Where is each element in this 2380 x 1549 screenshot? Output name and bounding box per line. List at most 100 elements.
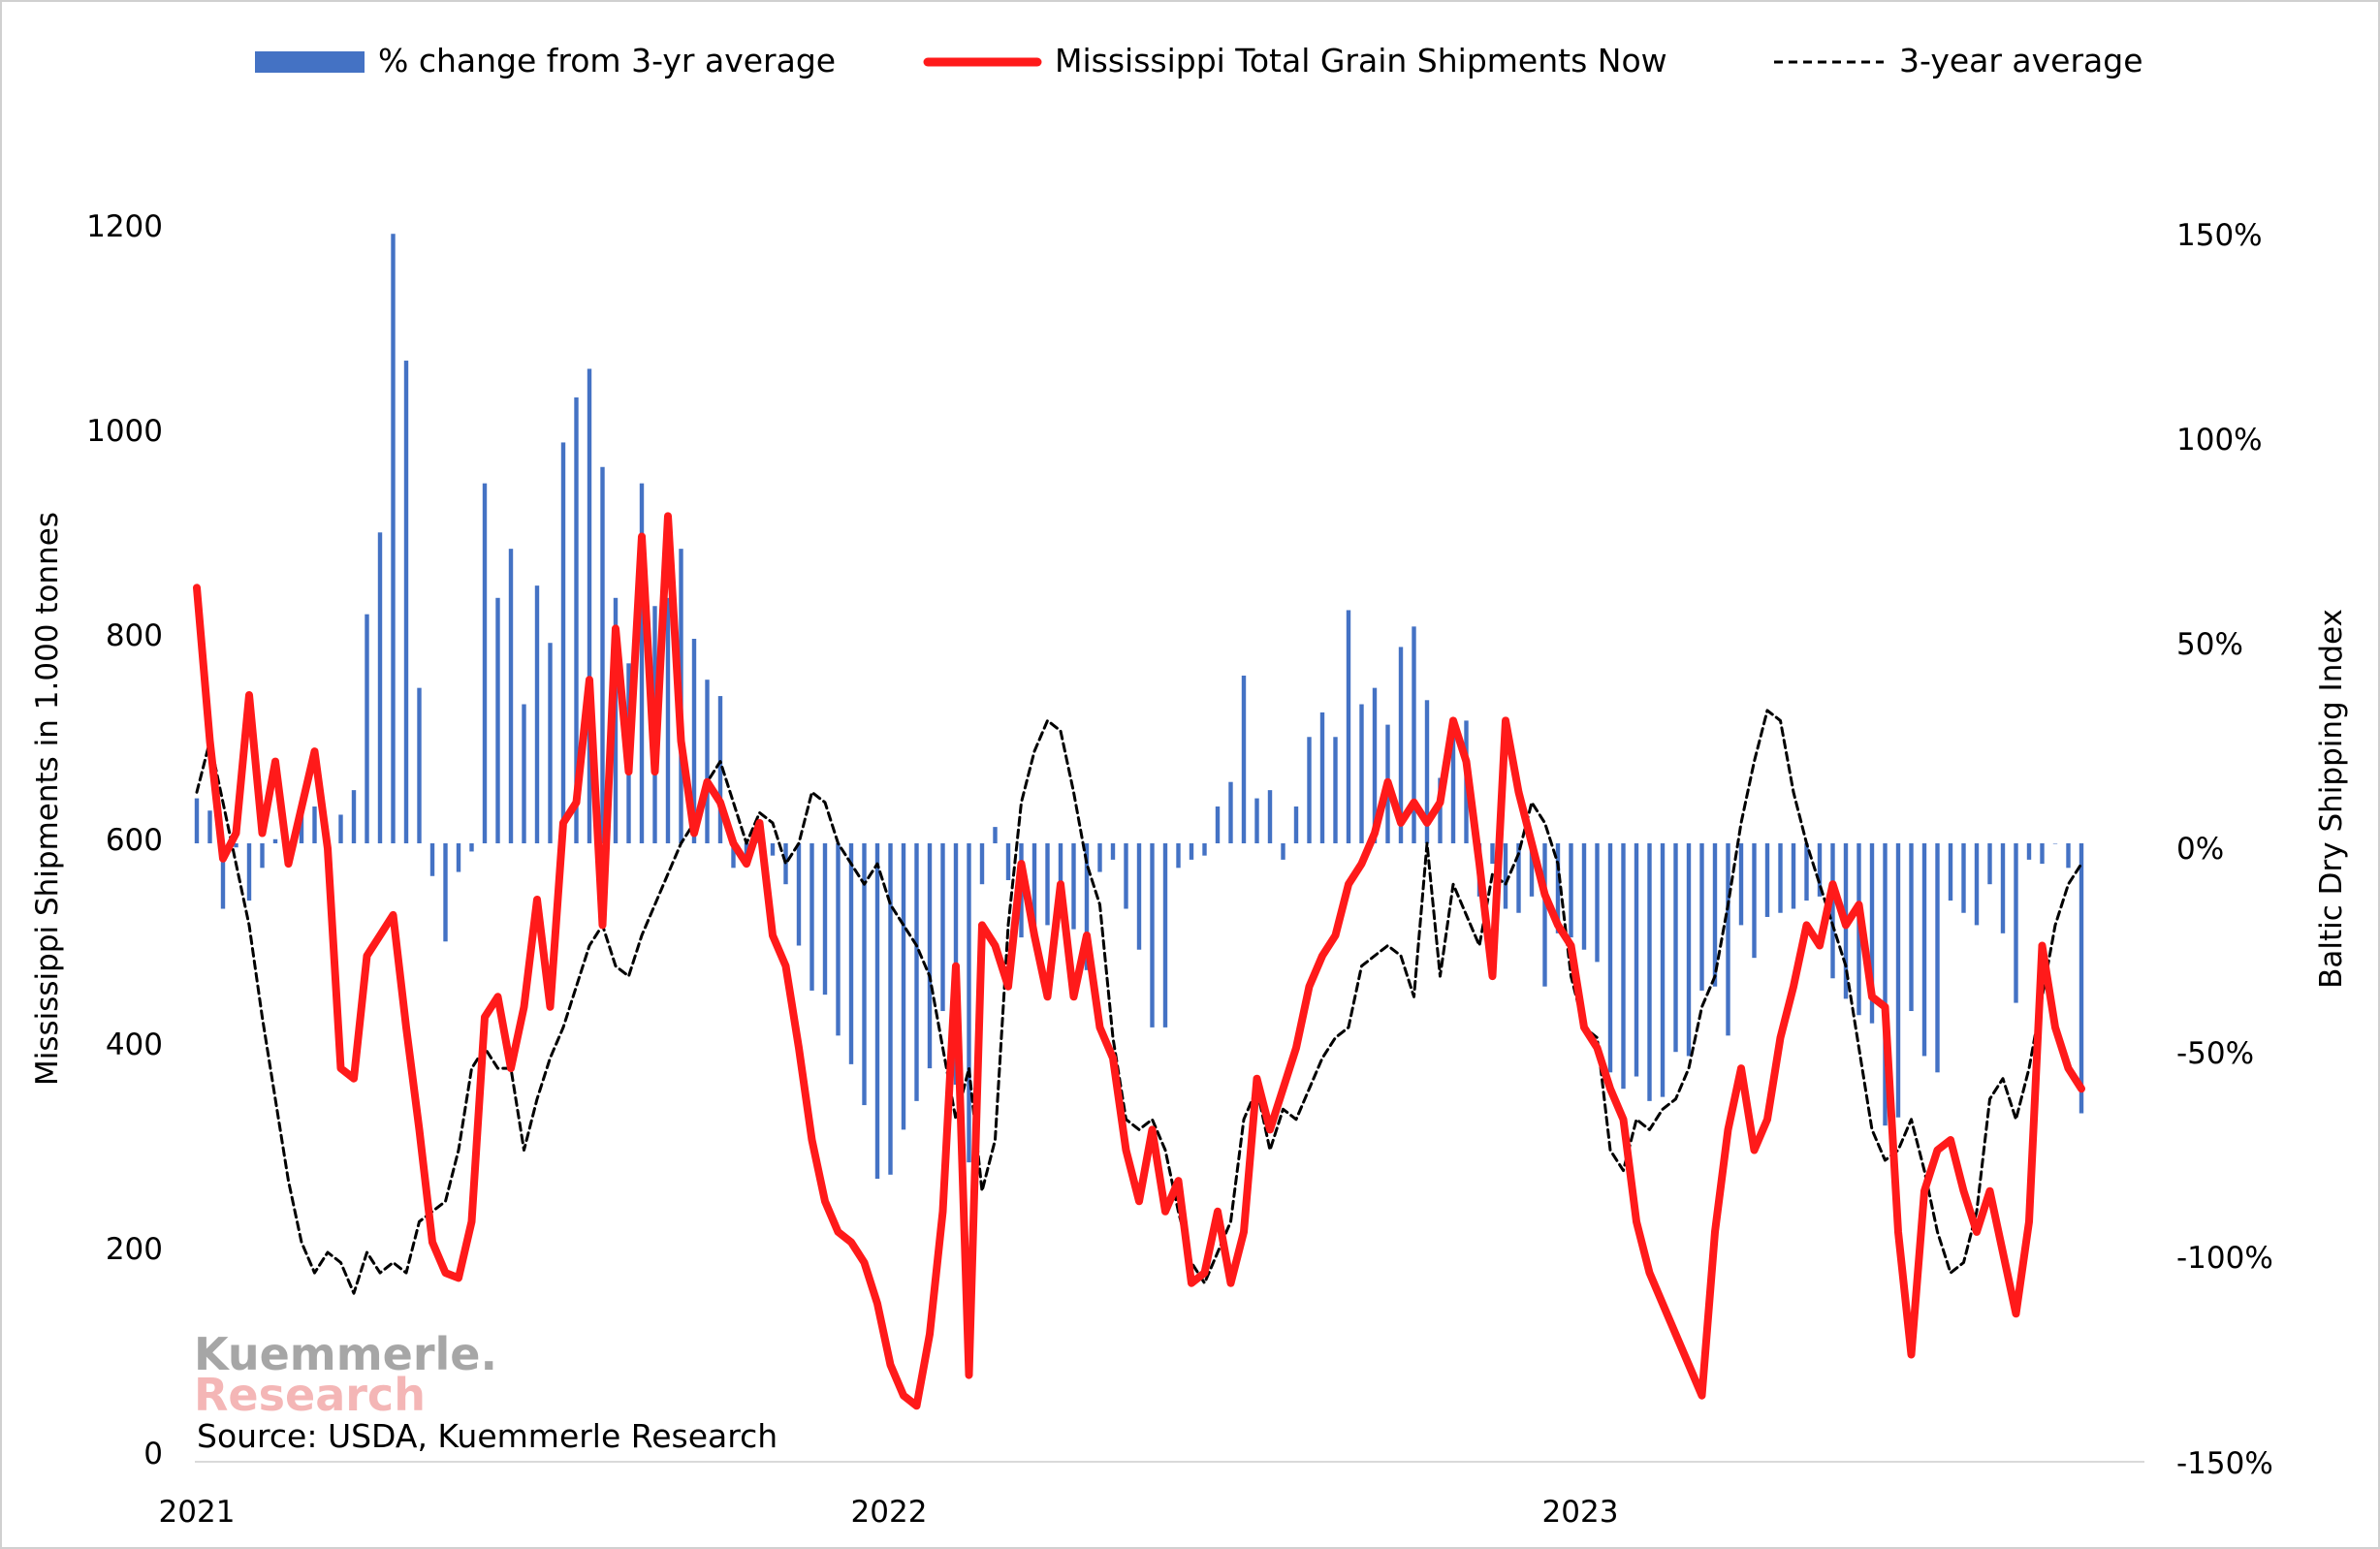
bar-31 <box>600 466 605 843</box>
bar-71 <box>1124 843 1128 909</box>
bar-139 <box>2014 843 2018 1003</box>
bar-123 <box>1804 843 1809 901</box>
bar-118 <box>1738 843 1744 926</box>
bar-82 <box>1267 790 1273 843</box>
bar-20 <box>456 843 461 872</box>
bar-115 <box>1699 843 1704 991</box>
bar-79 <box>1228 781 1233 843</box>
right-tick-neg100: -100% <box>2176 1241 2273 1276</box>
bar-18 <box>429 843 435 876</box>
bar-2 <box>220 843 226 909</box>
bar-99 <box>1490 843 1495 865</box>
bar-28 <box>560 442 566 843</box>
bar-59 <box>967 843 971 1163</box>
bar-29 <box>574 397 579 843</box>
bar-13 <box>365 614 369 843</box>
bar-47 <box>809 843 814 991</box>
bar-106 <box>1581 843 1587 950</box>
bar-68 <box>1084 843 1090 970</box>
left-tick-200: 200 <box>106 1232 163 1267</box>
legend-label-bars: % change from 3-yr average <box>378 42 836 79</box>
bar-137 <box>1987 843 1992 885</box>
bar-96 <box>1450 728 1456 843</box>
bar-134 <box>1948 843 1953 901</box>
bar-65 <box>1045 843 1050 926</box>
bar-90 <box>1372 687 1378 843</box>
legend-label-shipments: Mississippi Total Grain Shipments Now <box>1055 42 1667 79</box>
bar-87 <box>1333 737 1338 843</box>
bar-84 <box>1293 806 1299 843</box>
bar-14 <box>377 532 383 843</box>
bar-61 <box>993 827 998 843</box>
bar-66 <box>1058 843 1063 905</box>
bar-81 <box>1254 798 1259 843</box>
average-line <box>195 709 2083 1295</box>
bar-125 <box>1830 843 1835 979</box>
x-axis: 2021 2022 2023 <box>159 1495 1619 1530</box>
bar-16 <box>403 361 409 843</box>
bar-64 <box>1031 843 1037 926</box>
legend: % change from 3-yr average Mississippi T… <box>255 42 2143 79</box>
bar-44 <box>770 843 776 856</box>
bar-26 <box>534 585 540 843</box>
legend-swatch-bars <box>255 51 365 73</box>
bar-92 <box>1398 647 1404 843</box>
logo: Kuemmerle. Research <box>194 1328 497 1421</box>
left-tick-1200: 1200 <box>86 209 163 244</box>
left-tick-800: 800 <box>106 618 163 653</box>
legend-label-average: 3-year average <box>1899 42 2143 79</box>
bar-25 <box>522 704 526 843</box>
bar-108 <box>1607 843 1613 1073</box>
bar-67 <box>1071 843 1076 930</box>
bar-57 <box>940 843 945 1012</box>
left-tick-400: 400 <box>106 1027 163 1062</box>
right-tick-0: 0% <box>2176 832 2224 867</box>
bar-41 <box>731 843 736 869</box>
bar-122 <box>1791 843 1796 909</box>
bar-117 <box>1726 843 1730 1036</box>
bar-19 <box>443 843 448 942</box>
bar-133 <box>1935 843 1940 1073</box>
bar-series <box>194 234 2084 1180</box>
left-tick-0: 0 <box>143 1437 163 1471</box>
bar-100 <box>1503 843 1508 909</box>
right-tick-neg150: -150% <box>2176 1446 2273 1481</box>
bar-89 <box>1359 704 1364 843</box>
bar-74 <box>1162 843 1168 1027</box>
bar-6 <box>272 838 278 843</box>
bar-132 <box>1921 843 1927 1057</box>
bar-8 <box>299 814 304 843</box>
right-tick-neg50: -50% <box>2176 1036 2254 1071</box>
bar-56 <box>927 843 933 1069</box>
bar-53 <box>888 843 893 1175</box>
bar-69 <box>1097 843 1102 872</box>
bar-105 <box>1569 843 1573 938</box>
bar-52 <box>874 843 880 1180</box>
bar-48 <box>822 843 828 996</box>
logo-line-2: Research <box>194 1369 426 1421</box>
bar-11 <box>338 814 343 843</box>
left-axis-title: Mississippi Shipments in 1.000 tonnes <box>30 512 65 1086</box>
bar-46 <box>796 843 802 946</box>
bar-22 <box>482 483 488 843</box>
bar-107 <box>1595 843 1600 963</box>
bar-38 <box>691 639 697 843</box>
bar-114 <box>1686 843 1692 1057</box>
right-axis: -150% -100% -50% 0% 50% 100% 150% Baltic… <box>2176 218 2349 1481</box>
x-tick-2023: 2023 <box>1542 1495 1619 1530</box>
bar-110 <box>1634 843 1639 1077</box>
bar-86 <box>1319 711 1325 843</box>
bar-3 <box>234 843 238 848</box>
bar-12 <box>351 790 357 843</box>
bar-113 <box>1673 843 1678 1053</box>
bar-30 <box>587 368 592 843</box>
bar-136 <box>1974 843 1980 926</box>
bar-130 <box>1895 843 1901 1118</box>
x-tick-2021: 2021 <box>159 1495 236 1530</box>
bar-88 <box>1346 610 1351 843</box>
bar-144 <box>2079 843 2084 1114</box>
left-axis: 0 200 400 600 800 1000 1200 Mississippi … <box>30 209 163 1471</box>
x-tick-2022: 2022 <box>851 1495 928 1530</box>
